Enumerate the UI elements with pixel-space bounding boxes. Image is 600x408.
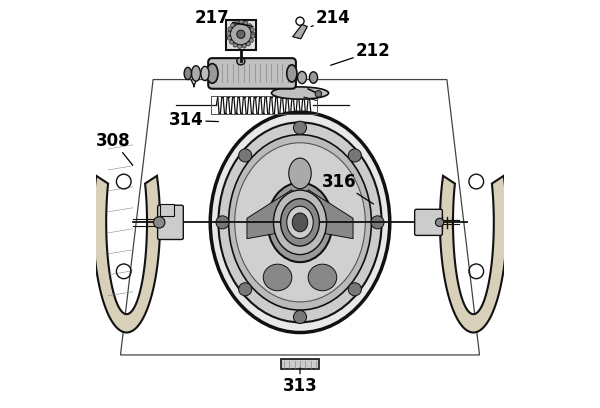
Circle shape bbox=[239, 283, 252, 296]
Text: 214: 214 bbox=[311, 9, 351, 27]
Ellipse shape bbox=[184, 67, 191, 80]
Polygon shape bbox=[293, 24, 307, 39]
FancyBboxPatch shape bbox=[160, 204, 175, 216]
FancyBboxPatch shape bbox=[415, 209, 442, 235]
Ellipse shape bbox=[281, 199, 319, 246]
Circle shape bbox=[348, 149, 361, 162]
Circle shape bbox=[230, 23, 235, 27]
Circle shape bbox=[248, 24, 251, 28]
FancyBboxPatch shape bbox=[226, 20, 256, 50]
Circle shape bbox=[251, 32, 255, 36]
Circle shape bbox=[315, 91, 322, 97]
Ellipse shape bbox=[201, 66, 209, 81]
Polygon shape bbox=[440, 176, 507, 333]
Circle shape bbox=[227, 31, 230, 35]
FancyBboxPatch shape bbox=[158, 205, 184, 239]
Circle shape bbox=[242, 44, 246, 48]
Ellipse shape bbox=[287, 206, 313, 238]
Circle shape bbox=[293, 121, 307, 134]
Ellipse shape bbox=[287, 65, 297, 82]
Ellipse shape bbox=[191, 66, 200, 81]
Circle shape bbox=[227, 36, 231, 40]
Ellipse shape bbox=[298, 71, 307, 84]
Text: 313: 313 bbox=[283, 368, 317, 395]
Polygon shape bbox=[308, 190, 353, 239]
Circle shape bbox=[436, 218, 443, 226]
Circle shape bbox=[250, 38, 253, 42]
Ellipse shape bbox=[218, 122, 382, 322]
Ellipse shape bbox=[206, 64, 218, 83]
Text: 217: 217 bbox=[195, 9, 253, 27]
Ellipse shape bbox=[308, 264, 337, 290]
Circle shape bbox=[229, 40, 233, 44]
Circle shape bbox=[348, 283, 361, 296]
Ellipse shape bbox=[268, 182, 332, 262]
Ellipse shape bbox=[274, 190, 326, 255]
Polygon shape bbox=[93, 176, 160, 333]
Ellipse shape bbox=[237, 58, 245, 65]
Polygon shape bbox=[247, 190, 292, 239]
Circle shape bbox=[228, 27, 232, 31]
Circle shape bbox=[244, 21, 248, 25]
Circle shape bbox=[247, 42, 250, 46]
Text: 212: 212 bbox=[331, 42, 391, 65]
Ellipse shape bbox=[289, 158, 311, 188]
Text: 316: 316 bbox=[322, 173, 373, 204]
Circle shape bbox=[238, 44, 242, 49]
Circle shape bbox=[250, 28, 254, 32]
Ellipse shape bbox=[292, 213, 308, 232]
Ellipse shape bbox=[263, 264, 292, 290]
Circle shape bbox=[237, 30, 245, 38]
FancyBboxPatch shape bbox=[208, 58, 296, 89]
Circle shape bbox=[233, 43, 237, 47]
Circle shape bbox=[230, 24, 251, 45]
Circle shape bbox=[293, 310, 307, 324]
Circle shape bbox=[251, 34, 255, 38]
Ellipse shape bbox=[271, 87, 329, 99]
FancyBboxPatch shape bbox=[281, 359, 319, 369]
Ellipse shape bbox=[229, 135, 371, 310]
Circle shape bbox=[216, 216, 229, 229]
Circle shape bbox=[154, 217, 165, 228]
Text: 314: 314 bbox=[169, 111, 218, 129]
Circle shape bbox=[239, 149, 252, 162]
Circle shape bbox=[371, 216, 384, 229]
Circle shape bbox=[235, 21, 239, 25]
Ellipse shape bbox=[235, 143, 365, 302]
Ellipse shape bbox=[310, 72, 317, 83]
Ellipse shape bbox=[210, 112, 390, 333]
Circle shape bbox=[239, 20, 244, 24]
Text: 308: 308 bbox=[96, 132, 133, 165]
